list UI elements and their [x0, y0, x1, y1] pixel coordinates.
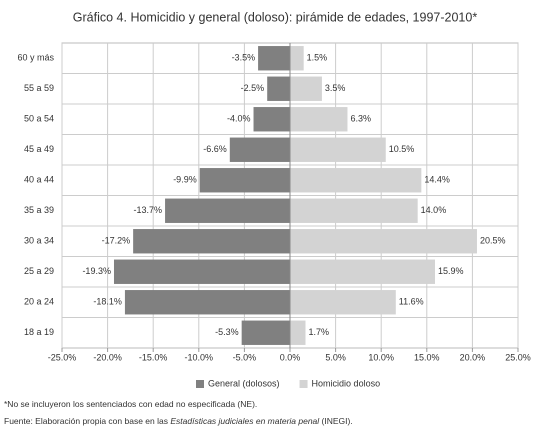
value-label: -4.0%	[227, 114, 251, 124]
bar	[113, 259, 290, 284]
legend-swatch	[196, 380, 204, 388]
bar	[290, 137, 386, 162]
x-tick-label: -20.0%	[93, 352, 122, 362]
x-tick-label: -25.0%	[48, 352, 77, 362]
bar	[290, 76, 322, 101]
bar	[290, 198, 418, 223]
bar	[267, 76, 290, 101]
value-label: -19.3%	[82, 266, 111, 276]
bar	[253, 107, 290, 132]
x-tick-label: 5.0%	[325, 352, 346, 362]
legend-label: Homicidio doloso	[312, 378, 381, 388]
x-tick-label: 10.0%	[368, 352, 394, 362]
x-tick-label: -5.0%	[233, 352, 257, 362]
value-label: -5.3%	[215, 327, 239, 337]
bar	[290, 229, 477, 254]
value-label: -2.5%	[241, 83, 265, 93]
y-tick-label: 50 a 54	[24, 114, 54, 124]
y-tick-label: 40 a 44	[24, 175, 54, 185]
bar	[290, 107, 348, 132]
bar	[229, 137, 290, 162]
value-label: -6.6%	[203, 144, 227, 154]
value-label: 10.5%	[389, 144, 415, 154]
bar	[133, 229, 290, 254]
bar	[199, 168, 290, 193]
footnote: *No se incluyeron los sentenciados con e…	[4, 399, 258, 409]
y-tick-label: 20 a 24	[24, 297, 54, 307]
source-text: Fuente: Elaboración propia con base en l…	[4, 416, 171, 426]
value-label: 11.6%	[399, 297, 424, 307]
bar	[258, 46, 290, 71]
x-tick-label: -10.0%	[185, 352, 214, 362]
y-tick-label: 18 a 19	[24, 327, 54, 337]
bar	[165, 198, 290, 223]
y-tick-label: 35 a 39	[24, 205, 54, 215]
x-tick-label: 15.0%	[414, 352, 440, 362]
value-label: -13.7%	[134, 205, 163, 215]
value-label: -17.2%	[102, 236, 131, 246]
x-tick-label: 25.0%	[505, 352, 531, 362]
y-tick-label: 55 a 59	[24, 83, 54, 93]
x-tick-label: 0.0%	[280, 352, 301, 362]
y-tick-label: 25 a 29	[24, 266, 54, 276]
chart: Gráfico 4. Homicidio y general (doloso):…	[17, 10, 531, 388]
bar	[290, 320, 306, 345]
legend-label: General (dolosos)	[208, 378, 280, 388]
bar	[290, 168, 422, 193]
value-label: 1.5%	[307, 53, 328, 63]
bar	[241, 320, 290, 345]
source-title: Estadísticas judiciales en materia penal	[170, 416, 320, 426]
legend-swatch	[299, 380, 308, 388]
bar	[290, 290, 396, 315]
y-tick-label: 60 y más	[17, 53, 54, 63]
value-label: 15.9%	[438, 266, 464, 276]
value-label: 1.7%	[309, 327, 330, 337]
value-label: -18.1%	[93, 297, 122, 307]
value-label: -3.5%	[232, 53, 256, 63]
source-text: (INEGI).	[319, 416, 353, 426]
x-tick-label: -15.0%	[139, 352, 168, 362]
bar	[290, 46, 304, 71]
value-label: 14.0%	[421, 205, 447, 215]
value-label: 14.4%	[424, 175, 450, 185]
x-tick-label: 20.0%	[460, 352, 486, 362]
source: Fuente: Elaboración propia con base en l…	[4, 416, 353, 426]
value-label: 3.5%	[325, 83, 346, 93]
value-label: 6.3%	[350, 114, 371, 124]
y-tick-label: 30 a 34	[24, 236, 54, 246]
bar	[290, 259, 436, 284]
value-label: 20.5%	[480, 236, 506, 246]
bar	[124, 290, 290, 315]
value-label: -9.9%	[173, 175, 197, 185]
y-tick-label: 45 a 49	[24, 144, 54, 154]
chart-title: Gráfico 4. Homicidio y general (doloso):…	[73, 10, 478, 24]
